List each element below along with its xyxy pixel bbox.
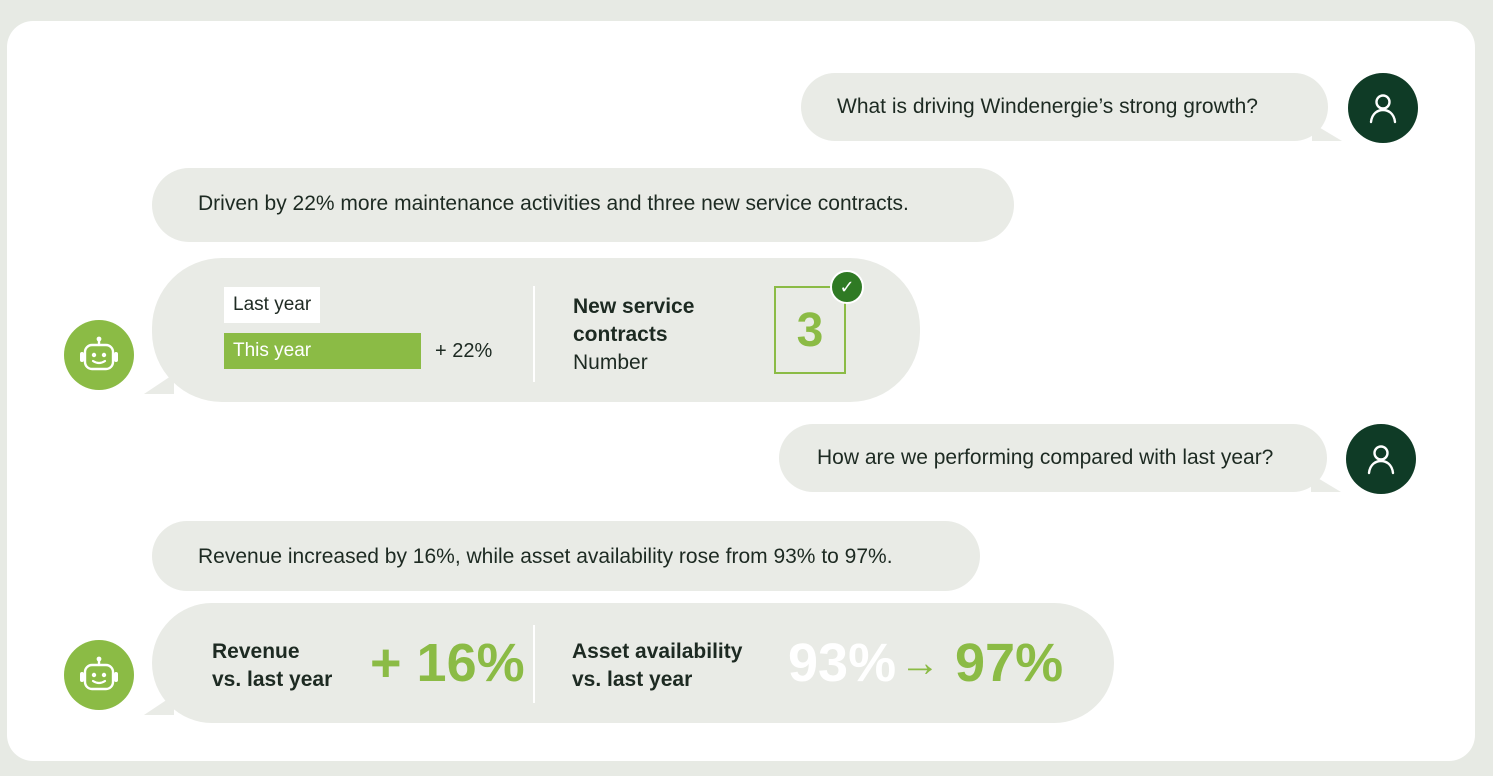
user-icon <box>1367 445 1395 475</box>
card1-divider <box>533 286 535 382</box>
contracts-value-box: 3 <box>774 286 846 374</box>
bot-message-1-text: Driven by 22% more maintenance activitie… <box>198 192 909 215</box>
availability-from: 93% <box>788 633 897 693</box>
bar-this-year: This year <box>224 333 421 369</box>
robot-icon <box>80 336 118 371</box>
card2-divider <box>533 625 535 703</box>
bot-message-1: Driven by 22% more maintenance activitie… <box>152 168 1014 242</box>
contracts-title-line1: New service <box>573 295 695 318</box>
user-message-1: What is driving Windenergie’s strong gro… <box>801 73 1342 141</box>
revenue-label-line1: Revenue <box>212 640 300 663</box>
bot-avatar-1 <box>64 320 134 390</box>
contracts-title: New service contracts Number <box>573 293 694 377</box>
check-icon: ✓ <box>830 270 864 304</box>
bot-avatar-2 <box>64 640 134 710</box>
revenue-delta: + 16% <box>370 633 525 693</box>
user-message-2: How are we performing compared with last… <box>779 424 1341 492</box>
contracts-unit: Number <box>573 351 648 374</box>
user-avatar-1 <box>1348 73 1418 143</box>
user-icon <box>1369 94 1397 124</box>
bot-message-2-text: Revenue increased by 16%, while asset av… <box>198 545 893 568</box>
user-avatar-2 <box>1346 424 1416 494</box>
revenue-label-line2: vs. last year <box>212 668 333 691</box>
legend-last-year: Last year <box>224 287 321 323</box>
robot-icon <box>80 656 118 691</box>
user-message-1-text: What is driving Windenergie’s strong gro… <box>837 95 1258 118</box>
delta-22: + 22% <box>435 340 493 362</box>
availability-label-line1: Asset availability <box>572 640 743 663</box>
bot-message-2: Revenue increased by 16%, while asset av… <box>152 521 980 591</box>
contracts-title-line2: contracts <box>573 323 668 346</box>
bot-card-1: Last year This year + 22% New service co… <box>144 258 920 402</box>
availability-label: Asset availability vs. last year <box>572 638 742 694</box>
revenue-label: Revenue vs. last year <box>212 638 332 694</box>
contracts-value: 3 <box>796 303 824 357</box>
availability-arrow-icon: → <box>900 641 940 685</box>
availability-to: 97% <box>955 633 1064 693</box>
availability-label-line2: vs. last year <box>572 668 693 691</box>
bot-card-2: Revenue vs. last year + 16% Asset availa… <box>144 603 1114 723</box>
user-message-2-text: How are we performing compared with last… <box>817 446 1274 469</box>
